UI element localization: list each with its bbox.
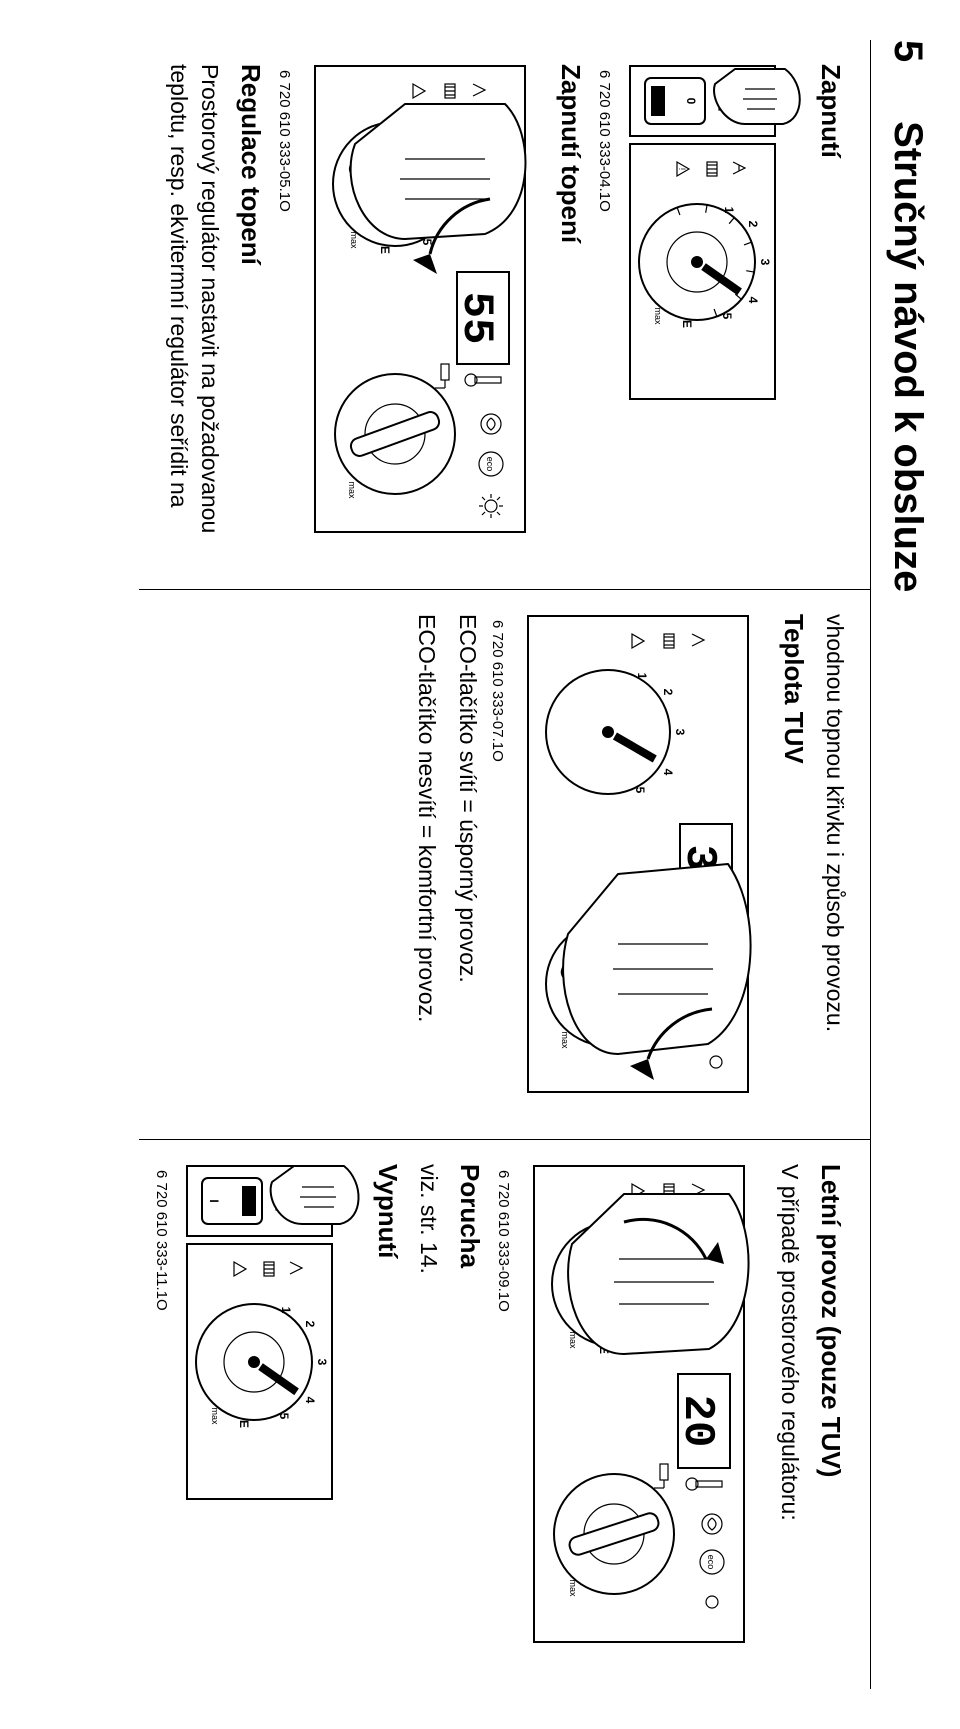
col-3: Letní provoz (pouze TUV) V případě prost… — [139, 1139, 870, 1689]
svg-text:max: max — [568, 1579, 578, 1597]
para-vhodnou: vhodnou topnou křivku i způsob provozu. — [819, 614, 850, 1115]
svg-text:!: ! — [677, 168, 687, 171]
figure-tuv-caption: 6 720 610 333-07.1O — [489, 620, 506, 1115]
svg-text:5: 5 — [277, 1413, 291, 1420]
figure-summer-caption: 6 720 610 333-09.1O — [495, 1170, 512, 1665]
svg-text:2: 2 — [746, 221, 760, 228]
svg-text:E: E — [237, 1420, 251, 1428]
svg-text:E: E — [378, 246, 392, 254]
display-55: 55 — [451, 292, 501, 345]
svg-text:5: 5 — [633, 787, 647, 794]
figure-power-off-caption: 6 720 610 333-11.1O — [153, 1170, 170, 1665]
svg-text:max: max — [568, 1331, 578, 1349]
col-1: Zapnutí 0 I — [139, 40, 870, 589]
heading-vypnuti: Vypnutí — [372, 1164, 403, 1665]
heading-zapnuti-topeni: Zapnutí topení — [555, 64, 586, 565]
heading-teplota-tuv: Teplota TUV — [778, 614, 809, 1115]
svg-text:3: 3 — [673, 729, 687, 736]
para-porucha: viz. str. 14. — [413, 1164, 444, 1665]
svg-text:4: 4 — [661, 769, 675, 776]
heading-letni: Letní provoz (pouze TUV) — [815, 1164, 846, 1665]
title-number: 5 — [885, 40, 930, 110]
svg-text:3: 3 — [315, 1359, 329, 1366]
switch-off-label: 0 — [684, 98, 698, 105]
figure-power-off: 0 I 1 — [153, 1164, 362, 1665]
svg-text:5: 5 — [720, 313, 734, 320]
para-letni: V případě prostorového regulátoru: — [774, 1164, 805, 1665]
para-regulace: Prostorový regulátor nastavit na požadov… — [163, 64, 225, 565]
svg-text:2: 2 — [661, 689, 675, 696]
heading-porucha: Porucha — [454, 1164, 485, 1665]
svg-text:eco: eco — [706, 1555, 716, 1570]
col-2: vhodnou topnou křivku i způsob provozu. … — [139, 589, 870, 1139]
figure-summer: 20 eco 2 3 4 5 — [495, 1164, 764, 1665]
svg-text:1: 1 — [722, 207, 736, 214]
page-title: 5 Stručný návod k obsluze — [885, 40, 930, 1689]
svg-text:4: 4 — [303, 1397, 317, 1404]
figure-power-on: 0 I — [596, 64, 805, 565]
figure-tuv: 35 eco 1 2 3 4 — [489, 614, 768, 1115]
para-eco-off: ECO-tlačítko nesvítí = komfortní provoz. — [411, 614, 442, 1115]
svg-text:max: max — [347, 481, 357, 499]
figure-heating-on: 55 eco 1 — [276, 64, 545, 565]
svg-text:max: max — [653, 307, 663, 325]
svg-text:4: 4 — [746, 297, 760, 304]
columns: Zapnutí 0 I — [139, 40, 871, 1689]
para-eco-on: ECO-tlačítko svítí = úsporný provoz. — [452, 614, 483, 1115]
svg-text:E: E — [680, 320, 694, 328]
svg-text:1: 1 — [635, 673, 649, 680]
svg-text:eco: eco — [485, 457, 495, 472]
figure-heating-on-caption: 6 720 610 333-05.1O — [276, 70, 293, 565]
heading-zapnuti: Zapnutí — [815, 64, 846, 565]
svg-text:I: I — [207, 1199, 221, 1202]
svg-text:max: max — [349, 231, 359, 249]
svg-text:1: 1 — [279, 1307, 293, 1314]
title-text: Stručný návod k obsluze — [886, 121, 930, 592]
display-20: 20 — [672, 1395, 722, 1448]
svg-text:2: 2 — [303, 1321, 317, 1328]
figure-power-on-caption: 6 720 610 333-04.1O — [596, 70, 613, 565]
svg-text:max: max — [560, 1031, 570, 1049]
svg-text:max: max — [210, 1407, 220, 1425]
svg-text:3: 3 — [758, 259, 772, 266]
heading-regulace: Regulace topení — [235, 64, 266, 565]
